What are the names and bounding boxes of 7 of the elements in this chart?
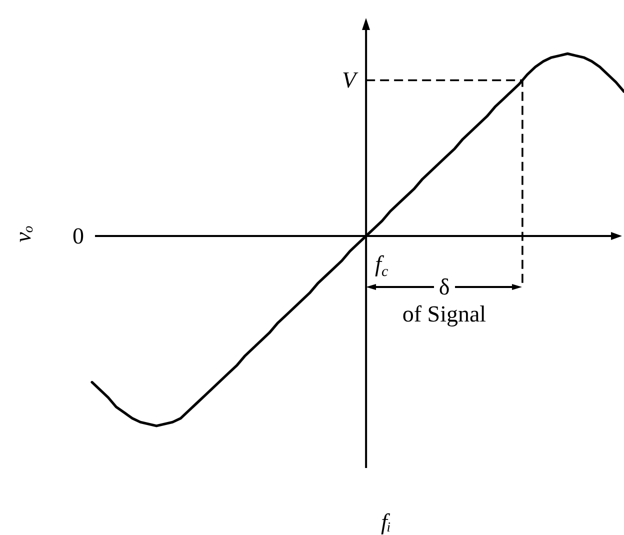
- annotation: of Signal: [402, 302, 486, 326]
- text: 0: [72, 224, 84, 248]
- annotation: f$_{c}$: [375, 252, 388, 280]
- annotation: δ: [438, 274, 450, 300]
- x-axis-title: fᵢ: [381, 510, 392, 534]
- y-axis-title: vₒ: [10, 226, 36, 242]
- ref-line-label: V: [342, 68, 356, 93]
